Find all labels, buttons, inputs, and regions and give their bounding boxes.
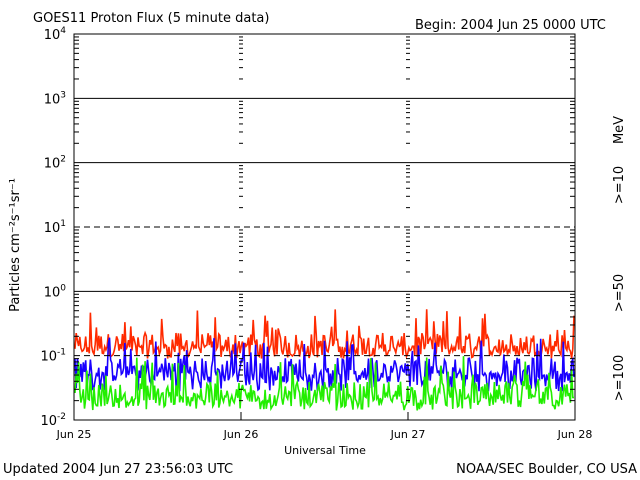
y-tick-label: 10-1	[40, 348, 66, 365]
y-tick-label: 100	[44, 283, 67, 300]
reference-lines	[74, 97, 575, 357]
series-layer	[74, 309, 575, 412]
series-line-0	[74, 309, 575, 360]
y-tick-label: 102	[44, 155, 66, 172]
y-tick-label: 103	[44, 90, 66, 107]
x-tick-label: Jun 26	[223, 428, 259, 441]
series-line-1	[74, 337, 575, 392]
y-tick-label: 10-2	[40, 412, 66, 429]
x-axis-label: Universal Time	[284, 444, 366, 457]
y-tick-label: 101	[44, 219, 66, 236]
legend-entry-1: >=50	[612, 274, 627, 312]
y-axis-label: Particles cm⁻²s⁻¹sr⁻¹	[8, 178, 23, 312]
begin-time: Begin: 2004 Jun 25 0000 UTC	[415, 18, 606, 33]
y-tick-label: 104	[44, 26, 67, 43]
legend: >=10 >=50 >=100	[612, 166, 627, 401]
legend-entry-0: >=10	[612, 166, 627, 204]
credit: NOAA/SEC Boulder, CO USA	[456, 462, 637, 477]
axes	[73, 33, 576, 421]
series-line-2	[74, 356, 575, 412]
chart-title: GOES11 Proton Flux (5 minute data)	[33, 11, 269, 26]
legend-entry-2: >=100	[612, 355, 627, 402]
plot-frame	[73, 33, 576, 421]
x-tick-label: Jun 28	[557, 428, 593, 441]
y-tick-labels: 10-2 10-1 100 101 102 103 104	[40, 26, 66, 429]
updated-time: Updated 2004 Jun 27 23:56:03 UTC	[3, 462, 233, 477]
x-tick-label: Jun 27	[390, 428, 426, 441]
legend-unit: MeV	[612, 116, 627, 144]
x-tick-labels: Jun 25 Jun 26 Jun 27 Jun 28	[56, 428, 593, 441]
x-tick-label: Jun 25	[56, 428, 92, 441]
